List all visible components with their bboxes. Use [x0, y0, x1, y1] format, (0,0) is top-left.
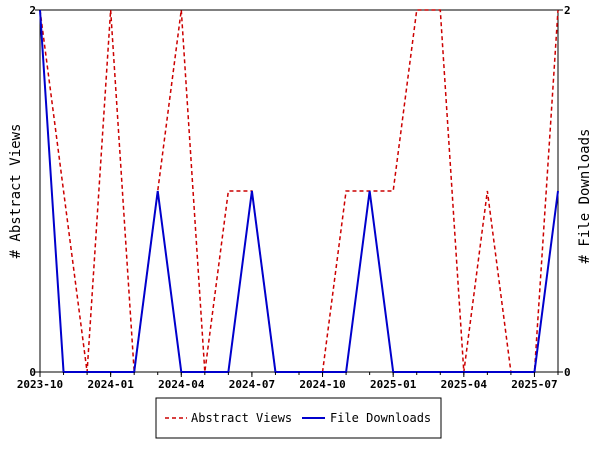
x-tick-label: 2025-04 — [441, 378, 488, 391]
y-left-tick-label: 2 — [29, 4, 36, 17]
plot-area — [39, 9, 559, 373]
legend-box — [155, 397, 442, 439]
series-line-abstract-views — [39, 9, 559, 373]
y-right-tick-label: 0 — [564, 366, 571, 379]
y-axes: 0 0 2 2 — [29, 4, 570, 379]
y-right-tick-label: 2 — [564, 4, 571, 17]
x-tick-label: 2024-04 — [158, 378, 205, 391]
x-axis: 2023-10 2024-01 2024-04 2024-07 2024-10 2025-… — [17, 372, 559, 391]
x-tick-label: 2024-10 — [299, 378, 345, 391]
y-axis-right-title: # File Downloads — [577, 129, 593, 264]
legend-label-file-downloads: File Downloads — [330, 411, 431, 425]
x-tick-label: 2024-07 — [229, 378, 275, 391]
x-tick-label: 2024-01 — [87, 378, 134, 391]
x-tick-label: 2025-07 — [511, 378, 557, 391]
y-axis-left-title: # Abstract Views — [8, 124, 24, 259]
x-tick-label: 2025-01 — [370, 378, 417, 391]
y-left-tick-label: 0 — [29, 366, 36, 379]
legend-label-abstract-views: Abstract Views — [191, 411, 292, 425]
legend: Abstract Views File Downloads — [155, 397, 442, 439]
x-tick-label: 2023-10 — [17, 378, 63, 391]
